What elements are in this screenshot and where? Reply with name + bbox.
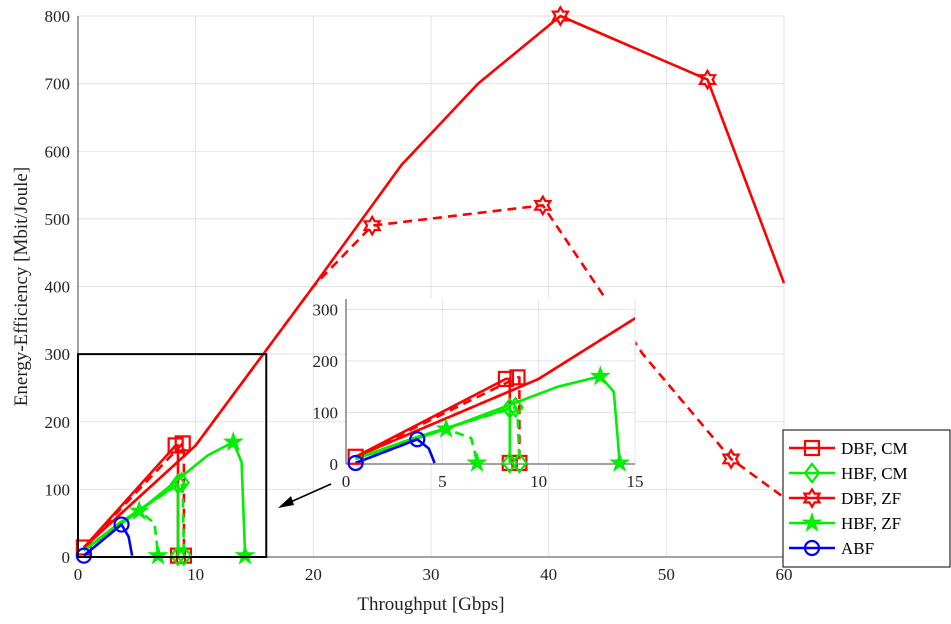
y-tick-label: 600 [45, 142, 71, 161]
y-axis-label: Energy-Efficiency [Mbit/Joule] [11, 167, 32, 406]
inset-data-point [501, 397, 519, 420]
inset-data-point [497, 370, 515, 388]
x-tick-label: 30 [423, 565, 440, 584]
inset-series-line [355, 316, 635, 458]
zoom-arrow-head [278, 496, 294, 508]
inset-data-point [589, 365, 611, 386]
data-point [147, 544, 169, 565]
x-axis-label: Throughput [Gbps] [357, 594, 504, 615]
inset-data-point [466, 451, 488, 472]
inset-series-line [355, 376, 521, 463]
inset-series-line [355, 438, 418, 464]
data-point [169, 473, 187, 495]
x-tick-label: 10 [187, 565, 204, 584]
inset-x-tick-label: 5 [438, 472, 447, 491]
y-tick-label: 200 [45, 413, 71, 432]
legend-marker [801, 511, 823, 532]
data-point [551, 5, 570, 27]
main-plot-area: 0 10 20 30 40 50 600100200300400500600700800Th… [11, 5, 793, 615]
y-tick-label: 0 [62, 548, 71, 567]
legend-label: DBF, CM [841, 439, 908, 458]
legend-label: HBF, ZF [841, 514, 901, 533]
inset-data-point [347, 448, 364, 465]
inset-data-point [347, 454, 364, 472]
inset-y-tick-label: 0 [330, 455, 339, 474]
data-point [222, 431, 244, 452]
legend-marker [803, 462, 821, 484]
inset-data-point [507, 396, 524, 419]
inset-x-tick-label: 15 [627, 472, 644, 491]
inset-data-point [409, 431, 426, 448]
x-tick-label: 0 [74, 565, 83, 584]
y-tick-label: 500 [45, 210, 71, 229]
inset-x-tick-label: 10 [530, 472, 547, 491]
series-line [83, 523, 123, 557]
inset-y-tick-label: 200 [313, 352, 339, 371]
legend: DBF, CM HBF, CM DBF, ZF HBF, ZF ABF [782, 429, 951, 568]
y-tick-label: 400 [45, 278, 71, 297]
inset-data-point [509, 369, 526, 386]
inset-data-point [435, 417, 457, 438]
legend-marker [803, 539, 821, 557]
zoom-arrow [285, 483, 332, 505]
x-tick-label: 60 [776, 565, 793, 584]
inset-data-point [511, 452, 528, 474]
zoom-box [77, 353, 268, 558]
data-point [721, 448, 741, 470]
legend-marker [802, 487, 822, 510]
data-point [174, 435, 191, 452]
inset-y-tick-label: 100 [313, 403, 339, 422]
data-point [113, 516, 130, 533]
x-tick-label: 20 [305, 565, 322, 584]
data-point [175, 544, 193, 567]
data-point [75, 547, 92, 564]
data-point [362, 214, 382, 237]
data-point [533, 194, 553, 217]
y-tick-label: 700 [45, 75, 71, 94]
y-tick-label: 100 [45, 480, 71, 499]
legend-marker [803, 439, 821, 457]
data-point [697, 68, 718, 91]
inset-y-tick-label: 300 [313, 300, 339, 319]
series-line [83, 204, 785, 549]
data-point [234, 544, 256, 565]
y-tick-label: 300 [45, 345, 71, 364]
y-tick-label: 800 [45, 7, 71, 26]
x-tick-label: 50 [658, 565, 675, 584]
inset-data-point [609, 451, 631, 472]
x-tick-label: 40 [540, 565, 557, 584]
legend-label: DBF, ZF [841, 489, 901, 508]
inset-plot-area: 0 5 10 15 0 100 200 300 [278, 299, 644, 508]
legend-label: ABF [841, 539, 874, 558]
inset-x-tick-label: 0 [342, 472, 351, 491]
legend-label: HBF, CM [841, 464, 908, 483]
